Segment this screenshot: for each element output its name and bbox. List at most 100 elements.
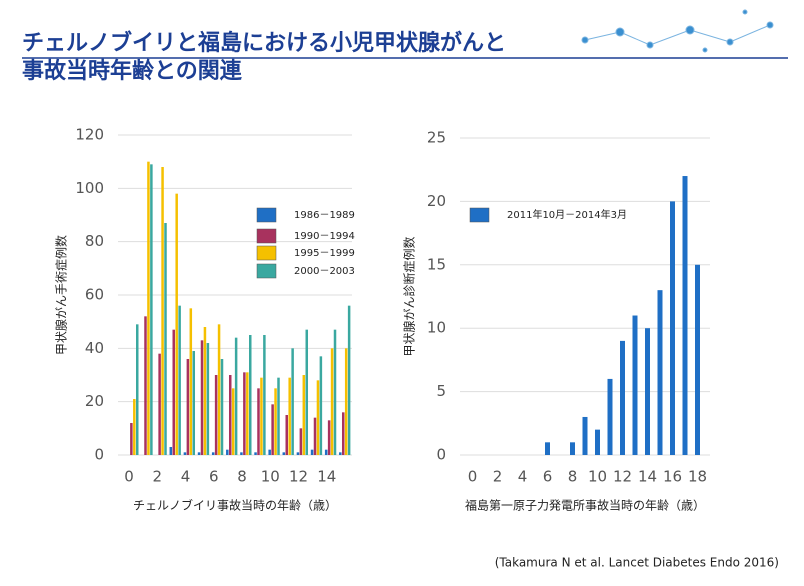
bar: [333, 329, 337, 455]
bar: [310, 449, 314, 455]
bar: [339, 452, 342, 455]
bar: [330, 348, 334, 455]
bar: [344, 348, 348, 455]
bar: [282, 452, 286, 455]
y-tick-label: 100: [75, 179, 104, 197]
bar: [220, 359, 224, 455]
bar: [327, 420, 331, 455]
y-tick-label: 10: [427, 319, 446, 337]
bar: [243, 372, 246, 455]
y-tick-label: 5: [436, 382, 446, 400]
legend-swatch: [469, 207, 490, 223]
legend-label: 1990－1994: [294, 231, 355, 242]
x-tick-label: 6: [209, 468, 219, 486]
bar: [257, 388, 260, 455]
x-tick-label: 0: [468, 468, 478, 486]
legend-label: 2011年10月－2014年3月: [507, 208, 627, 221]
x-tick-label: 14: [638, 468, 657, 486]
x-axis-label: チェルノブイリ事故当時の年齢（歳）: [133, 498, 337, 513]
bar: [285, 415, 288, 455]
x-tick-label: 12: [289, 468, 308, 486]
bar: [316, 380, 320, 455]
bar: [254, 452, 257, 455]
bar: [200, 340, 204, 455]
x-tick-label: 8: [568, 468, 578, 486]
legend-swatch: [256, 228, 277, 244]
bar: [133, 399, 136, 455]
bar: [570, 442, 575, 455]
bar: [147, 161, 150, 455]
x-tick-label: 10: [261, 468, 280, 486]
bar: [288, 377, 291, 455]
bar: [197, 452, 201, 455]
x-tick-label: 2: [493, 468, 503, 486]
bar: [192, 351, 196, 455]
x-tick-label: 12: [613, 468, 632, 486]
bar: [695, 264, 700, 455]
bar: [319, 356, 323, 455]
y-tick-label: 0: [436, 446, 446, 464]
x-tick-label: 10: [588, 468, 607, 486]
bar: [169, 447, 173, 455]
bar: [268, 449, 271, 455]
bar: [595, 429, 600, 455]
bar: [214, 375, 218, 455]
y-tick-label: 20: [427, 192, 446, 210]
y-tick-label: 40: [85, 339, 104, 357]
bar: [657, 290, 663, 455]
y-tick-label: 25: [427, 129, 446, 147]
legend-label: 1995－1999: [294, 248, 355, 259]
x-tick-label: 16: [663, 468, 682, 486]
bar: [158, 353, 161, 455]
bar: [164, 223, 167, 455]
bar: [545, 442, 550, 455]
x-axis-label: 福島第一原子力発電所事故当時の年齢（歳）: [465, 498, 705, 513]
x-tick-label: 14: [317, 468, 336, 486]
x-tick-label: 8: [237, 468, 247, 486]
bar: [234, 337, 238, 455]
bar: [249, 335, 252, 455]
bar: [130, 423, 133, 455]
bar: [240, 452, 243, 455]
bar: [299, 428, 303, 455]
bar: [189, 308, 193, 455]
x-tick-label: 0: [124, 468, 134, 486]
bar: [632, 315, 638, 455]
bar: [582, 416, 588, 455]
bar: [263, 335, 266, 455]
x-tick-label: 18: [688, 468, 707, 486]
bar: [620, 340, 625, 455]
legend-swatch: [256, 245, 277, 261]
legend-label: 1986－1989: [294, 210, 355, 221]
bar: [305, 329, 309, 455]
bar: [670, 201, 675, 455]
bar: [324, 449, 328, 455]
bar: [302, 375, 306, 455]
slide-title: チェルノブイリと福島における小児甲状腺がんと: [22, 30, 506, 56]
bar: [206, 343, 210, 455]
bar: [175, 193, 178, 455]
bar: [136, 324, 139, 455]
bar: [313, 417, 317, 455]
bar: [260, 377, 263, 455]
y-tick-label: 0: [94, 446, 104, 464]
y-axis-label: 甲状腺がん手術症例数: [54, 235, 69, 355]
bar: [341, 412, 345, 455]
y-tick-label: 120: [75, 126, 104, 144]
bar: [161, 167, 164, 455]
bar: [645, 328, 650, 455]
logo-decoration: [581, 9, 774, 53]
bar: [296, 452, 300, 455]
x-tick-label: 4: [518, 468, 528, 486]
bar: [277, 377, 280, 455]
bar: [217, 324, 221, 455]
slide-title: 事故当時年齢との関連: [22, 58, 243, 84]
bar: [274, 388, 277, 455]
bar: [291, 348, 294, 455]
bar: [178, 305, 181, 455]
bar: [246, 372, 249, 455]
x-tick-label: 2: [153, 468, 163, 486]
bar: [150, 164, 153, 456]
legend-swatch: [256, 207, 277, 223]
